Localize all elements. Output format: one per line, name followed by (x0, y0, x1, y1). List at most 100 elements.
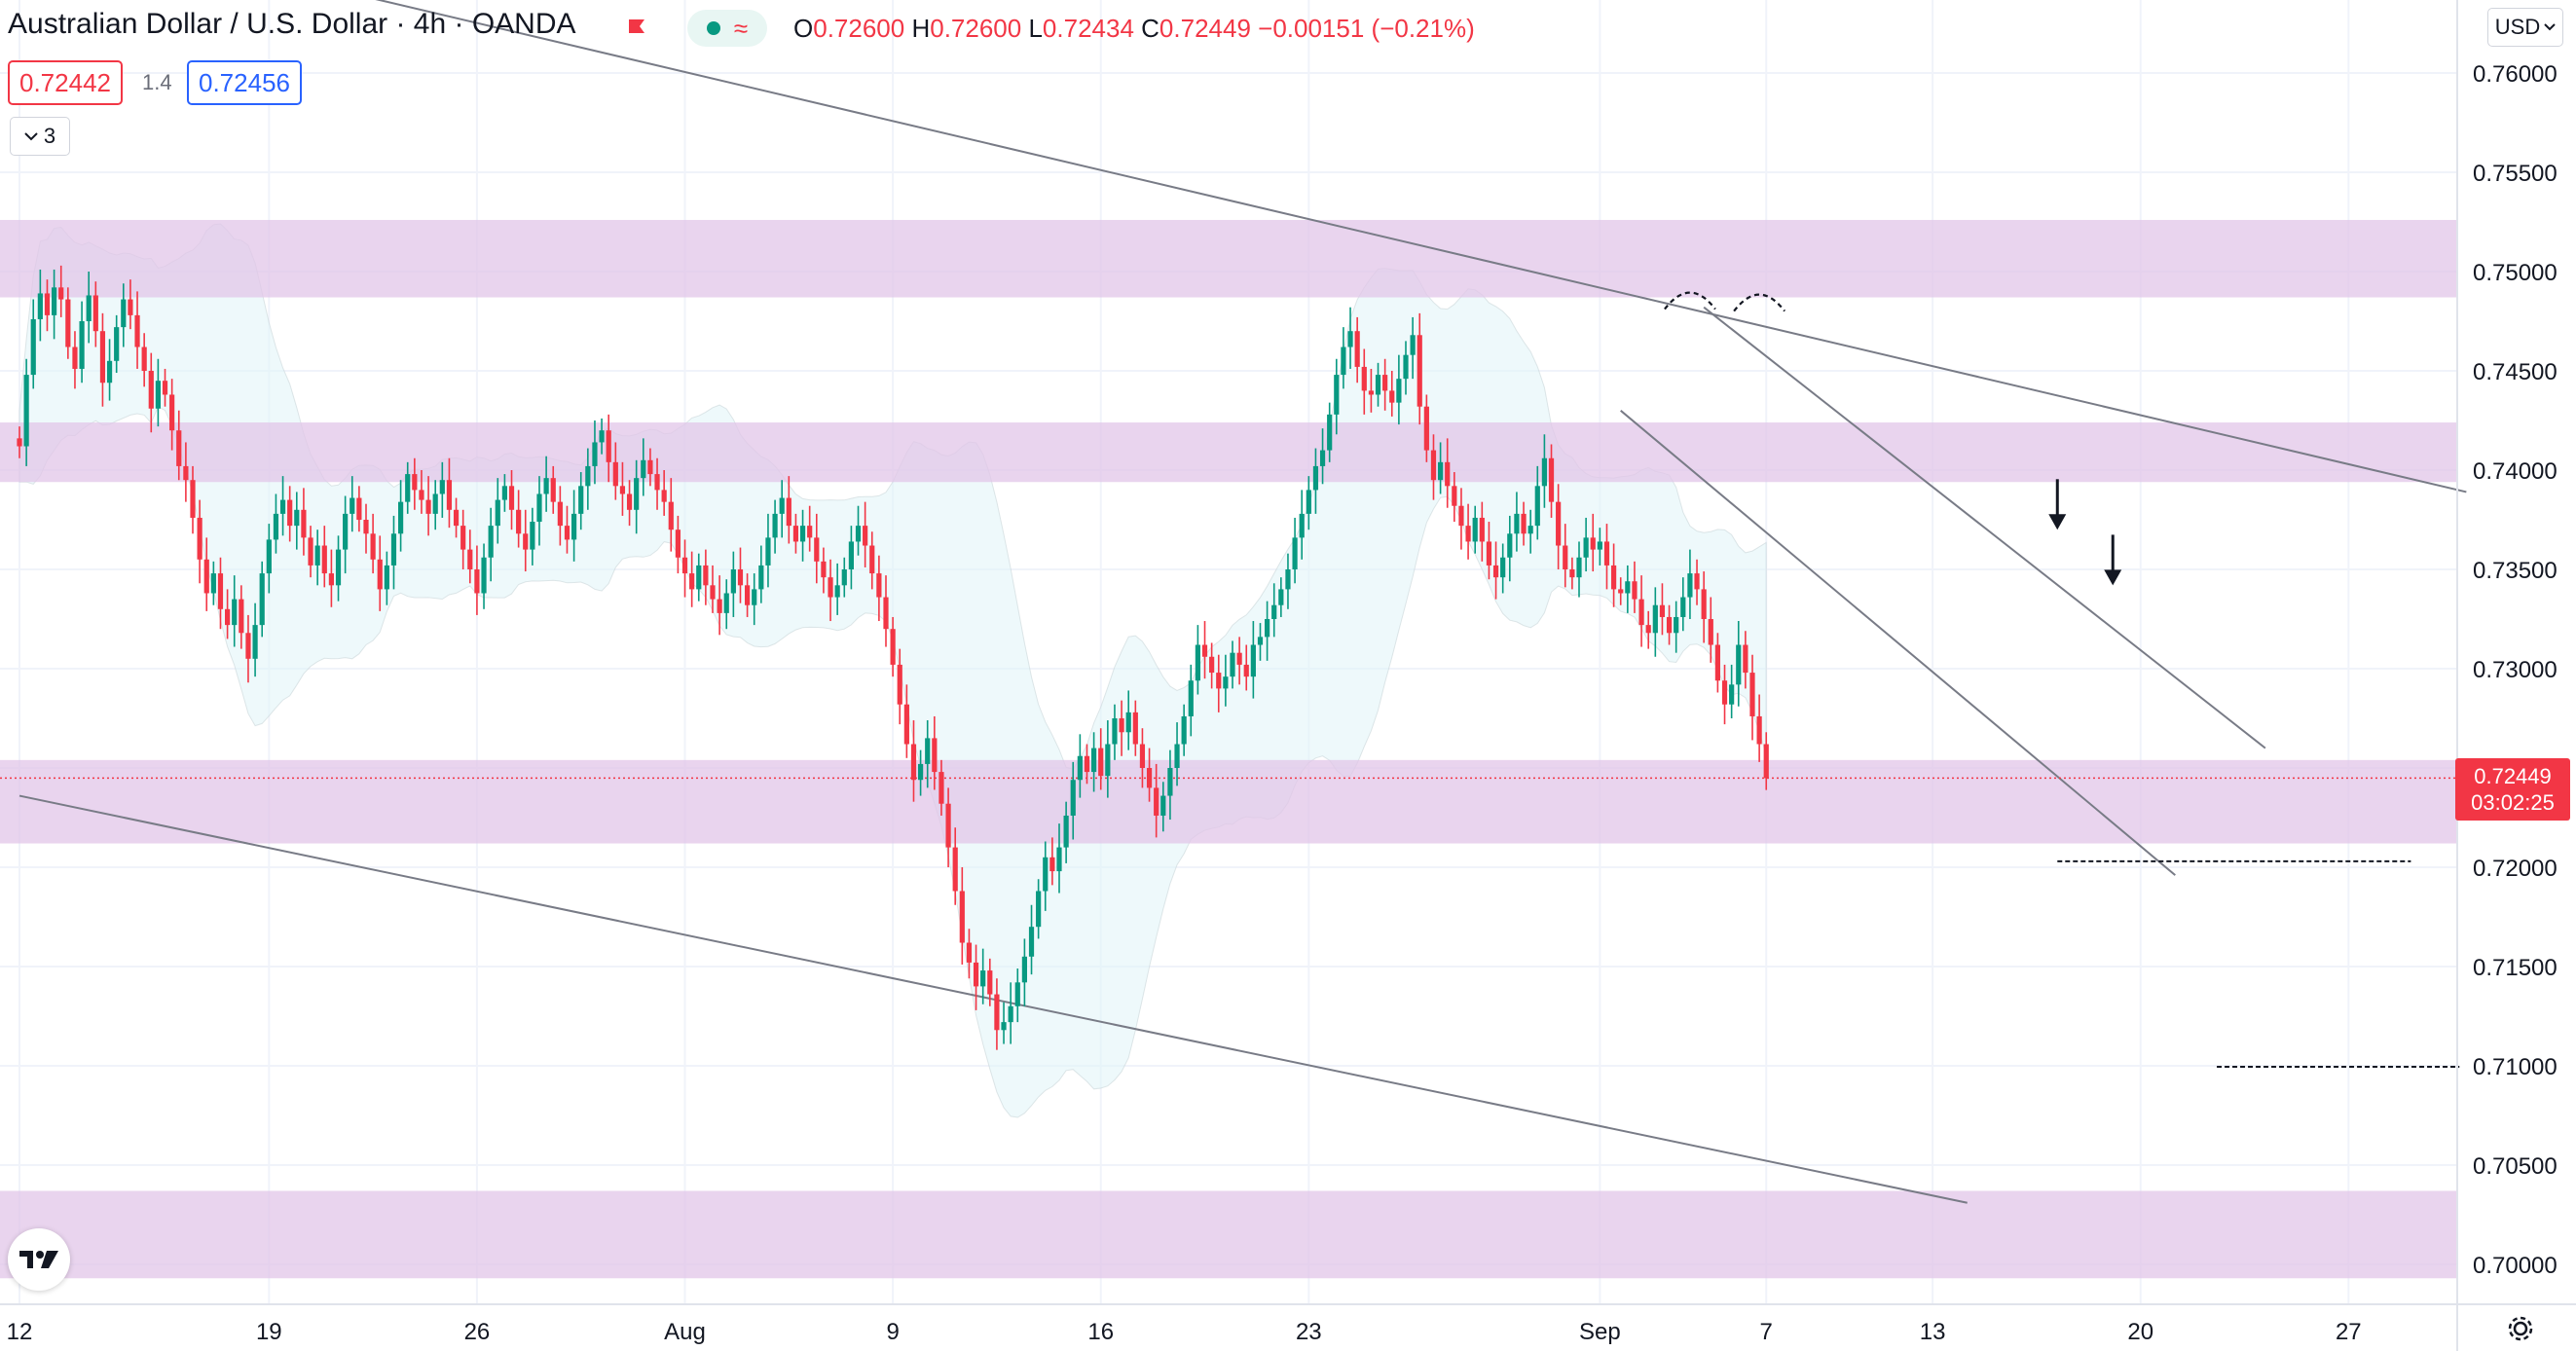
candle-body (863, 526, 868, 546)
candle-body (1486, 541, 1492, 566)
candle-body (626, 493, 633, 510)
candle-body (1070, 780, 1076, 816)
candle-body (1334, 375, 1340, 415)
candle-body (65, 299, 71, 347)
symbol-title: Australian Dollar / U.S. Dollar · 4h · O… (8, 8, 576, 40)
candle-body (17, 438, 22, 447)
candle-body (1632, 581, 1638, 600)
currency-select[interactable]: USD (2487, 8, 2563, 47)
candle-body (1195, 644, 1200, 681)
bar-countdown: 03:02:25 (2471, 790, 2555, 815)
candle-body (848, 541, 854, 569)
candle-body (197, 517, 202, 560)
candle-body (176, 430, 182, 466)
candle-body (530, 522, 535, 550)
market-status[interactable]: ≈ (687, 10, 767, 47)
candle-body (752, 589, 757, 605)
candle-body (1721, 680, 1728, 705)
candle-body (1049, 857, 1055, 872)
trend-line (1703, 306, 2266, 749)
indicators-toggle-button[interactable]: 3 (10, 117, 70, 156)
price-tick-label: 0.73000 (2473, 657, 2558, 683)
candle-body (571, 513, 577, 540)
candle-body (1230, 652, 1235, 677)
candle-body (758, 565, 764, 590)
candle-body (72, 347, 78, 369)
candle-body (578, 486, 584, 514)
candle-body (321, 545, 327, 574)
candle-body (1687, 573, 1693, 598)
candle-body (1749, 673, 1755, 716)
time-tick-label: 7 (1760, 1319, 1773, 1345)
candle-body (523, 533, 529, 550)
sell-button[interactable]: 0.72442 (8, 60, 123, 105)
candle-body (550, 478, 556, 502)
buy-button[interactable]: 0.72456 (187, 60, 302, 105)
candle-body (495, 499, 500, 527)
candle-body (876, 573, 882, 598)
status-dot-icon (706, 21, 720, 35)
candle-body (599, 430, 605, 443)
candle-body (1694, 573, 1700, 590)
candle-body (1091, 748, 1097, 773)
candle-body (592, 442, 598, 466)
price-tick-label: 0.75500 (2473, 161, 2558, 187)
candle-body (1763, 744, 1769, 779)
close-value: 0.72449 (1159, 14, 1251, 43)
candle-body (1438, 461, 1444, 481)
candle-body (1625, 581, 1631, 594)
time-tick-label: Aug (664, 1319, 706, 1345)
candle-body (363, 520, 369, 534)
candle-body (737, 569, 744, 586)
candle-body (1154, 787, 1159, 816)
candle-body (661, 490, 667, 502)
open-label: O (793, 14, 814, 43)
candle-body (1036, 891, 1042, 928)
candle-body (1618, 589, 1624, 594)
candle-body (1167, 768, 1173, 796)
candle-body (973, 962, 979, 987)
candle-body (169, 394, 175, 431)
candle-body (1611, 565, 1617, 590)
candle-body (58, 287, 64, 300)
time-tick-label: Sep (1579, 1319, 1621, 1345)
gear-icon[interactable] (2504, 1312, 2537, 1345)
candle-body (390, 533, 397, 566)
flag-icon[interactable] (627, 18, 646, 37)
candle-body (37, 293, 43, 319)
candle-body (1223, 676, 1229, 689)
change-value: −0.00151 (−0.21%) (1258, 14, 1475, 43)
candle-body (287, 499, 293, 527)
candle-body (1278, 589, 1284, 605)
candle-body (279, 499, 286, 514)
candle-body (1492, 565, 1499, 578)
candle-body (1736, 644, 1742, 685)
candle-body (141, 347, 147, 371)
candle-body (1500, 557, 1506, 578)
candle-body (730, 569, 736, 594)
candle-body (1354, 331, 1360, 367)
time-tick-label: 9 (886, 1319, 899, 1345)
candle-body (799, 526, 806, 542)
candle-body (1527, 526, 1533, 534)
candle-body (155, 381, 161, 409)
price-zone (0, 1190, 2457, 1279)
candle-body (1410, 335, 1416, 355)
candle-body (328, 573, 334, 586)
candle-body (432, 493, 438, 514)
arrow-down-icon (2104, 569, 2122, 586)
tradingview-logo-icon[interactable] (8, 1228, 70, 1291)
candle-body (897, 664, 902, 705)
candle-body (855, 526, 862, 542)
candle-body (148, 371, 154, 409)
candle-body (488, 526, 494, 558)
candle-body (99, 331, 106, 383)
candle-body (1271, 604, 1277, 619)
candle-body (1556, 501, 1562, 546)
candle-body (1590, 537, 1596, 550)
candle-body (779, 497, 785, 514)
price-tick-label: 0.71000 (2473, 1054, 2558, 1080)
candle-body (114, 327, 120, 361)
candle-body (1603, 541, 1610, 566)
